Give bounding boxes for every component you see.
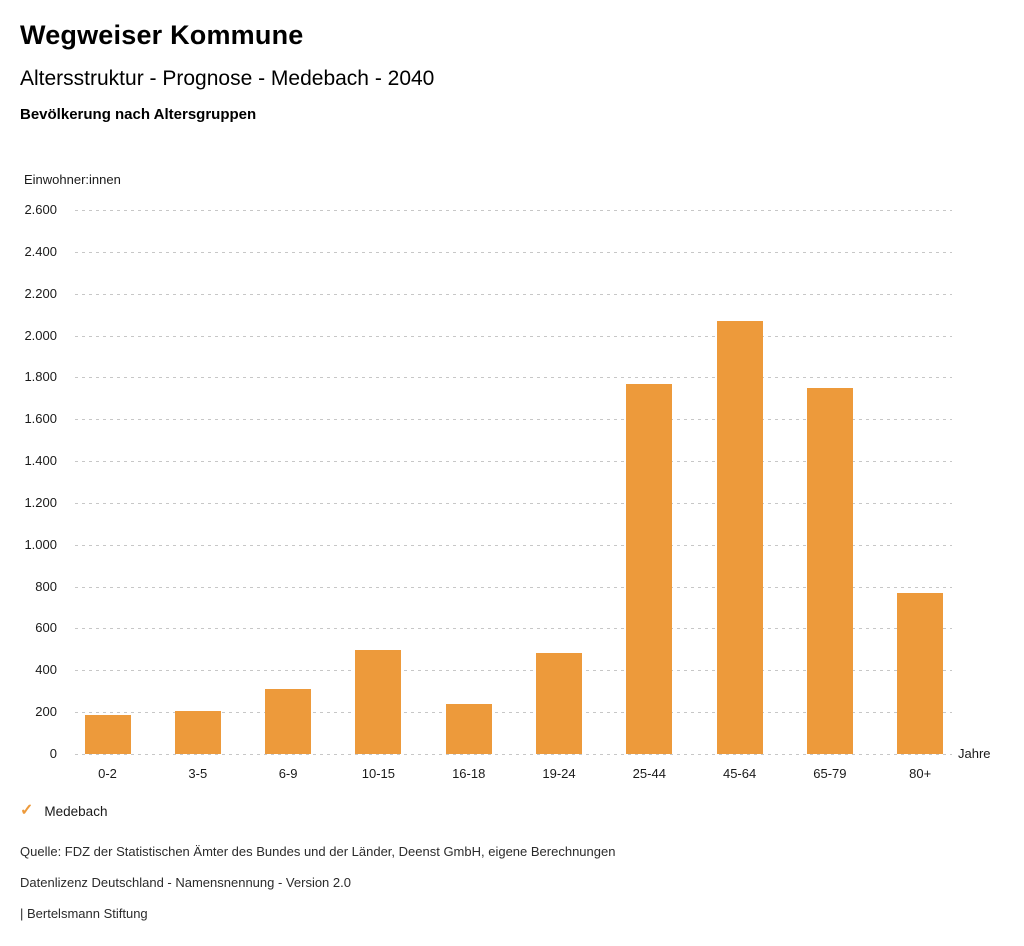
legend-item-medebach[interactable]: ✓ Medebach: [20, 803, 107, 819]
bar-3-5[interactable]: [174, 711, 221, 754]
x-axis-tick-label: 0-2: [98, 766, 117, 781]
gridline: [75, 670, 952, 672]
y-axis-tick-label: 2.400: [24, 243, 57, 259]
gridline: [75, 251, 952, 253]
bar-25-44[interactable]: [626, 383, 673, 754]
x-axis-tick-label: 25-44: [632, 766, 666, 781]
gridline: [75, 335, 952, 337]
gridline: [75, 628, 952, 630]
gridline: [75, 293, 952, 295]
y-axis-tick-label: 2.600: [24, 202, 57, 217]
bar-chart: Einwohner:innen Jahre 0 200 400 600 800 1.000…: [24, 172, 991, 781]
y-axis-tick-label: 600: [35, 620, 57, 636]
chart-subtitle: Altersstruktur - Prognose - Medebach - 2…: [20, 67, 435, 90]
x-axis-tick-label: 3-5: [188, 766, 208, 781]
bar-80+[interactable]: [897, 592, 944, 754]
y-axis-tick-label: 1.000: [24, 536, 57, 552]
y-axis-tick-label: 0: [49, 746, 57, 761]
x-axis-tick-label: 6-9: [278, 766, 298, 781]
x-axis-tick-label: 45-64: [722, 766, 757, 781]
gridline: [75, 210, 952, 211]
source-text: Quelle: FDZ der Statistischen Ämter des …: [20, 844, 616, 859]
y-axis-tick-label: 2.200: [24, 285, 57, 301]
y-axis-tick-label: 1.600: [24, 411, 57, 427]
x-axis-tick-label: 65-79: [813, 766, 847, 781]
legend-label: Medebach: [44, 803, 108, 819]
brand-text: | Bertelsmann Stiftung: [20, 906, 148, 921]
y-axis-tick-label: 2.000: [24, 327, 57, 343]
check-icon: ✓: [20, 802, 34, 819]
y-axis-unit-label: Einwohner:innen: [24, 172, 121, 187]
gridline: [75, 502, 952, 504]
bar-0-2[interactable]: [84, 715, 131, 754]
gridline: [75, 544, 952, 546]
bar-19-24[interactable]: [536, 652, 582, 754]
gridline: [75, 754, 952, 755]
y-axis-tick-label: 200: [35, 704, 57, 720]
y-axis-tick-label: 800: [35, 578, 57, 594]
y-axis-tick-label: 1.200: [24, 494, 57, 510]
bar-65-79[interactable]: [806, 387, 853, 754]
gridline: [75, 419, 952, 421]
bar-45-64[interactable]: [716, 320, 763, 754]
x-axis-unit-label: Jahre: [958, 746, 991, 761]
gridline: [75, 377, 952, 379]
bar-16-18[interactable]: [445, 703, 492, 754]
gridline: [75, 712, 952, 714]
x-axis-tick-label: 80+: [909, 766, 932, 781]
x-axis-tick-label: 19-24: [542, 766, 576, 781]
y-axis-tick-label: 1.400: [24, 453, 57, 469]
x-axis-tick-label: 10-15: [361, 766, 396, 781]
y-axis-tick-label: 1.800: [24, 369, 57, 385]
gridline: [75, 586, 952, 588]
y-axis-tick-label: 400: [35, 662, 57, 678]
bar-6-9[interactable]: [265, 689, 312, 754]
chart-heading: Bevölkerung nach Altersgruppen: [20, 106, 257, 123]
license-text: Datenlizenz Deutschland - Namensnennung …: [20, 875, 351, 890]
bar-10-15[interactable]: [355, 650, 402, 754]
x-axis-tick-label: 16-18: [452, 766, 486, 781]
gridline: [75, 461, 952, 463]
page-title: Wegweiser Kommune: [20, 20, 304, 50]
